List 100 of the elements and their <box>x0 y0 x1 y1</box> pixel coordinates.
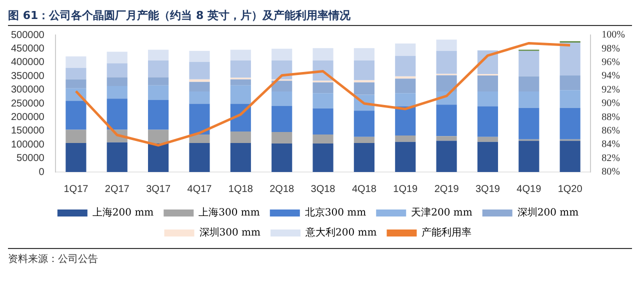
y2-tick-label: 86% <box>602 126 620 137</box>
bar <box>272 80 292 92</box>
bar <box>230 142 251 172</box>
legend-label: 意大利200 mm <box>304 226 378 239</box>
bar <box>477 91 498 106</box>
bar <box>189 62 210 80</box>
bar <box>312 108 334 134</box>
bar <box>518 76 540 92</box>
x-tick-label: 4Q17 <box>187 184 212 195</box>
bar <box>230 60 251 78</box>
bar <box>272 132 292 144</box>
x-tick-label: 1Q20 <box>558 184 583 195</box>
bar <box>106 98 128 130</box>
bar <box>189 104 210 134</box>
legend-label: 北京300 mm <box>304 206 367 219</box>
bar <box>518 108 540 140</box>
x-tick-label: 3Q17 <box>146 184 171 195</box>
bar <box>560 108 580 140</box>
bar <box>395 142 416 172</box>
y-tick-label: 350000 <box>10 70 45 82</box>
bar <box>106 86 128 99</box>
bar <box>518 50 540 76</box>
x-tick-label: 1Q18 <box>228 184 254 195</box>
x-tick-label: 3Q18 <box>310 184 336 195</box>
bar <box>230 85 251 104</box>
bar <box>436 50 457 74</box>
bar <box>354 142 374 172</box>
y-tick-label: 100000 <box>10 139 45 150</box>
bar <box>272 48 292 60</box>
bar <box>354 136 374 143</box>
bar <box>230 50 251 60</box>
y-tick-label: 250000 <box>10 98 45 110</box>
x-tick-label: 1Q19 <box>393 184 418 195</box>
bar <box>66 68 86 80</box>
bar <box>395 93 416 106</box>
legend-label: 天津200 mm <box>411 206 473 219</box>
bar <box>395 106 416 136</box>
bar <box>312 82 334 94</box>
bar <box>312 48 334 60</box>
bar <box>395 43 416 56</box>
bar <box>148 130 169 144</box>
bar <box>354 82 374 95</box>
bar <box>230 79 251 86</box>
y2-tick-label: 94% <box>602 70 620 82</box>
bar <box>477 136 498 142</box>
bar <box>354 48 374 60</box>
bar <box>436 140 457 172</box>
y2-tick-label: 96% <box>602 57 620 68</box>
y-tick-label: 500000 <box>10 30 45 41</box>
bar <box>354 110 374 137</box>
y-tick-label: 0 <box>38 166 45 178</box>
bar <box>477 76 498 92</box>
y2-tick-label: 98% <box>602 43 620 54</box>
bar <box>560 140 580 172</box>
x-tick-label: 1Q17 <box>64 184 89 195</box>
bar <box>189 91 210 104</box>
bar <box>148 144 169 172</box>
bar <box>395 78 416 94</box>
bar <box>148 85 169 100</box>
bar <box>477 106 498 137</box>
legend-label: 产能利用率 <box>422 226 472 239</box>
bar <box>272 144 292 172</box>
bar <box>66 79 86 88</box>
bar <box>436 104 457 136</box>
x-tick-label: 4Q18 <box>352 184 377 195</box>
x-tick-label: 3Q19 <box>475 184 500 195</box>
y-tick-label: 400000 <box>10 57 45 68</box>
bar <box>106 63 128 78</box>
bar <box>436 136 457 141</box>
bar <box>148 77 169 86</box>
bar <box>66 100 86 130</box>
bar <box>436 75 457 92</box>
bar <box>106 142 128 172</box>
bar <box>189 134 210 143</box>
chart-title: 图 61：公司各个晶圆厂月产能（约当 8 英寸，片）及产能利用率情况 <box>8 8 632 26</box>
y-tick-label: 150000 <box>10 126 45 137</box>
bar <box>189 79 210 82</box>
bar <box>312 93 334 108</box>
bar <box>395 76 416 79</box>
bar <box>106 52 128 64</box>
x-tick-label: 2Q19 <box>434 184 460 195</box>
bar <box>189 82 210 92</box>
bar <box>477 142 498 172</box>
legend-label: 深圳300 mm <box>199 226 262 239</box>
bar <box>272 91 292 106</box>
bar <box>189 142 210 172</box>
y-tick-label: 450000 <box>10 43 45 54</box>
x-tick-label: 2Q17 <box>104 184 130 195</box>
bar <box>272 106 292 132</box>
bar <box>560 90 580 108</box>
legend-label: 深圳200 mm <box>517 206 580 219</box>
legend-label: 上海300 mm <box>198 206 260 219</box>
bar <box>395 56 416 76</box>
x-tick-label: 4Q19 <box>516 184 542 195</box>
y2-tick-label: 84% <box>602 139 620 150</box>
bar <box>560 42 580 76</box>
bar <box>230 131 251 143</box>
y2-tick-label: 90% <box>602 98 620 110</box>
legend-label: 上海200 mm <box>92 206 154 219</box>
y2-tick-label: 100% <box>602 30 626 41</box>
